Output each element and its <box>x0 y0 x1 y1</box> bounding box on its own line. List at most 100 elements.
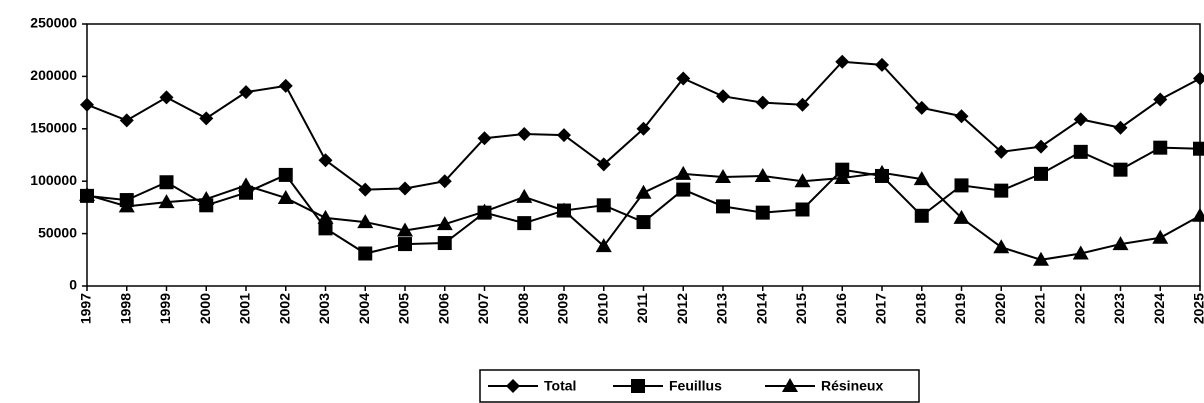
data-point <box>676 182 691 197</box>
data-point <box>675 165 692 180</box>
data-point <box>596 198 611 213</box>
data-point <box>834 170 851 185</box>
y-tick-label: 150000 <box>30 120 77 136</box>
data-point <box>517 127 532 142</box>
data-point <box>914 100 929 115</box>
data-point <box>1112 236 1129 251</box>
x-tick-label: 2023 <box>1111 293 1127 324</box>
x-tick-label: 2003 <box>316 293 332 324</box>
x-tick-label: 2002 <box>276 293 292 324</box>
data-point <box>556 202 572 217</box>
x-tick-label: 2004 <box>356 293 372 324</box>
data-point <box>953 209 970 224</box>
data-point <box>1113 162 1128 177</box>
data-point <box>398 237 412 252</box>
data-point <box>1072 245 1089 260</box>
legend-label: Résineux <box>821 378 883 394</box>
data-point <box>1034 166 1048 181</box>
data-point <box>437 174 452 189</box>
y-tick-label: 200000 <box>30 67 77 83</box>
data-point <box>954 109 969 124</box>
data-point <box>1193 141 1204 156</box>
data-point <box>119 113 134 128</box>
y-tick-label: 0 <box>69 277 77 293</box>
data-point <box>158 194 175 209</box>
x-tick-label: 2008 <box>515 293 531 324</box>
x-tick-label: 2007 <box>475 293 491 324</box>
series-line <box>86 146 1201 255</box>
legend-label: Total <box>544 378 576 394</box>
x-tick-label: 2024 <box>1151 293 1167 324</box>
data-point <box>755 205 770 220</box>
x-tick-label: 2022 <box>1071 293 1087 324</box>
x-tick-label: 2017 <box>873 293 889 324</box>
legend-marker <box>782 378 798 392</box>
data-point <box>318 221 333 236</box>
data-point <box>994 144 1009 159</box>
x-tick-label: 1997 <box>78 293 94 324</box>
data-point <box>913 171 930 186</box>
data-point <box>1073 144 1088 159</box>
data-point <box>716 89 730 104</box>
data-point <box>198 191 215 206</box>
data-point <box>278 167 293 182</box>
y-tick-label: 250000 <box>30 15 77 31</box>
data-point <box>994 183 1009 198</box>
data-point <box>1033 251 1049 266</box>
data-point <box>199 111 214 126</box>
x-tick-label: 1999 <box>157 293 173 324</box>
x-tick-label: 2014 <box>753 293 769 324</box>
data-point <box>795 202 810 217</box>
x-tick-label: 2005 <box>396 293 412 324</box>
data-point <box>79 186 95 201</box>
x-tick-label: 2012 <box>674 293 690 324</box>
data-point <box>436 216 453 231</box>
data-point <box>398 181 412 196</box>
x-tick-label: 2025 <box>1191 293 1204 324</box>
data-point <box>1193 71 1204 86</box>
data-point <box>835 162 850 177</box>
data-point <box>874 164 890 179</box>
data-point <box>557 128 571 143</box>
y-tick-label: 100000 <box>30 172 77 188</box>
data-point <box>239 85 253 100</box>
data-point <box>477 131 492 146</box>
data-point <box>636 215 651 230</box>
data-point <box>358 182 373 197</box>
data-point <box>159 90 174 105</box>
data-point <box>596 157 611 172</box>
data-point <box>636 121 651 136</box>
data-point <box>358 246 373 261</box>
data-point <box>1034 139 1048 154</box>
data-point <box>1153 92 1168 107</box>
x-tick-label: 2001 <box>237 293 253 324</box>
data-point <box>238 177 254 192</box>
data-point <box>795 97 810 112</box>
data-point <box>476 203 493 218</box>
data-point <box>278 78 293 93</box>
data-point <box>277 189 294 204</box>
data-point <box>437 236 452 251</box>
y-tick-label: 50000 <box>38 224 77 240</box>
data-point <box>118 198 135 213</box>
x-tick-label: 2016 <box>833 293 849 324</box>
data-point <box>635 184 652 199</box>
x-tick-label: 2000 <box>197 293 213 324</box>
data-point <box>755 95 770 110</box>
data-point <box>517 216 532 231</box>
x-tick-label: 2006 <box>435 293 451 324</box>
data-point <box>357 214 374 229</box>
x-tick-label: 2011 <box>634 293 650 324</box>
x-tick-label: 2021 <box>1032 293 1048 324</box>
data-point <box>754 167 771 182</box>
data-point <box>595 238 612 253</box>
data-point <box>317 209 334 224</box>
legend-marker <box>631 379 645 393</box>
x-tick-label: 1998 <box>117 293 133 324</box>
data-point <box>794 173 811 188</box>
legend-marker <box>506 379 520 393</box>
data-point <box>993 239 1010 254</box>
data-point <box>715 169 731 184</box>
data-point <box>1152 229 1169 244</box>
legend-label: Feuillus <box>669 378 722 394</box>
